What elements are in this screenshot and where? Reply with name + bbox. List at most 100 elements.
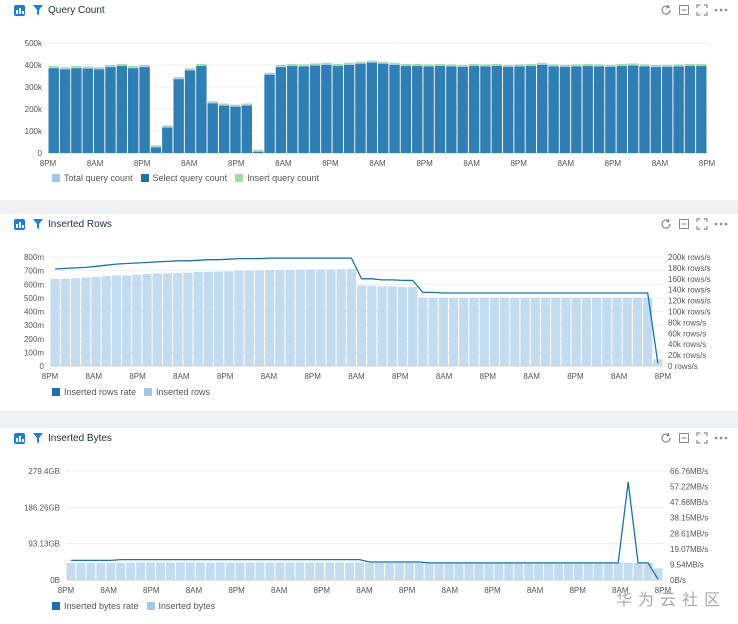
y-tick-label: 279.4GB (28, 467, 60, 476)
inserted-rows-bar (602, 297, 612, 366)
y2-tick-label: 19.07MB/s (670, 545, 708, 554)
panel-header: Inserted Bytes (0, 428, 738, 450)
inserted-rows-bar (213, 271, 224, 366)
filter-icon[interactable] (32, 432, 44, 444)
legend: Inserted bytes rate Inserted bytes (52, 601, 223, 611)
legend-item[interactable]: Total query count (52, 173, 133, 183)
select-bar (673, 66, 684, 153)
select-bar (480, 66, 491, 153)
insert-bar (48, 66, 59, 68)
more-icon[interactable] (714, 218, 728, 230)
insert-bar (241, 103, 253, 105)
inserted-bytes-bar (325, 562, 335, 580)
insert-bar (423, 64, 434, 66)
insert-bar (434, 63, 446, 65)
filter-icon[interactable] (32, 4, 44, 16)
inserted-rows-bar (397, 286, 408, 366)
x-tick-label: 8AM (261, 372, 278, 381)
inserted-rows-bar (122, 275, 132, 366)
select-bar (468, 66, 480, 153)
inserted-bytes-bar (166, 562, 175, 580)
legend-label: Inserted bytes rate (64, 601, 139, 611)
insert-bar (275, 65, 287, 67)
legend-item[interactable]: Inserted bytes rate (52, 601, 139, 611)
panel-header: Query Count (0, 0, 738, 22)
filter-icon[interactable] (32, 218, 44, 230)
select-bar (514, 66, 525, 153)
select-bar (298, 66, 309, 153)
insert-bar (491, 63, 502, 65)
inserted-bytes-bar (474, 562, 484, 580)
inserted-bytes-bar (643, 562, 653, 580)
inserted-rows-bar (326, 269, 336, 366)
legend-item[interactable]: Inserted rows (144, 387, 210, 397)
x-tick-label: 8AM (356, 586, 373, 595)
x-tick-label: 8AM (442, 586, 459, 595)
x-tick-label: 8AM (181, 159, 198, 168)
fullscreen-icon[interactable] (696, 218, 708, 230)
more-icon[interactable] (714, 4, 728, 16)
select-bar (605, 66, 616, 153)
fullscreen-icon[interactable] (696, 432, 708, 444)
chart-icon[interactable] (14, 219, 25, 230)
legend-item[interactable]: Inserted rows rate (52, 387, 136, 397)
refresh-icon[interactable] (660, 218, 672, 230)
chart-icon[interactable] (14, 433, 25, 444)
insert-bar (480, 64, 491, 66)
minimize-icon[interactable] (678, 4, 690, 16)
x-tick-label: 8PM (480, 372, 497, 381)
x-tick-label: 8PM (143, 586, 160, 595)
y2-tick-label: 60k rows/s (668, 329, 706, 338)
legend-swatch (235, 174, 244, 182)
minimize-icon[interactable] (678, 432, 690, 444)
inserted-rows-bar (612, 297, 622, 366)
y-tick-label: 400k (25, 61, 43, 70)
panel-tools (660, 4, 728, 16)
insert-bar (355, 61, 366, 63)
insert-bar (150, 145, 162, 147)
insert-bar (627, 63, 639, 65)
legend: Inserted rows rate Inserted rows (52, 387, 218, 397)
watermark: 华为云社区 (615, 592, 726, 609)
x-tick-label: 8PM (58, 586, 75, 595)
inserted-bytes-bar (66, 562, 76, 580)
insert-bar (184, 68, 196, 70)
insert-bar (548, 64, 559, 66)
fullscreen-icon[interactable] (696, 4, 708, 16)
x-tick-label: 8PM (314, 586, 331, 595)
select-bar (71, 68, 82, 153)
inserted-bytes-bar (404, 562, 414, 580)
x-tick-label: 8AM (611, 372, 628, 381)
select-bar (559, 66, 571, 153)
inserted-rows-bar (418, 297, 428, 366)
select-bar (162, 127, 173, 153)
select-bar (593, 66, 605, 153)
y-tick-label: 300k (25, 83, 43, 92)
legend-item[interactable]: Inserted bytes (146, 601, 215, 611)
legend-label: Select query count (152, 173, 228, 183)
chart-icon[interactable] (14, 5, 25, 16)
inserted-rows-bar (448, 297, 459, 366)
panel-tools (660, 432, 728, 444)
select-bar (627, 65, 639, 153)
select-bar (639, 66, 650, 153)
insert-bar (162, 125, 173, 127)
inserted-rows-bar (60, 278, 70, 366)
legend-item[interactable]: Select query count (140, 173, 228, 183)
refresh-icon[interactable] (660, 432, 672, 444)
inserted-rows-bar (142, 274, 152, 366)
insert-bar (139, 65, 150, 67)
minimize-icon[interactable] (678, 218, 690, 230)
legend-item[interactable]: Insert query count (235, 173, 319, 183)
more-icon[interactable] (714, 432, 728, 444)
panel-inserted-bytes: Inserted Bytes 279.4GB 186.26GB 93.13GB 0B 6… (0, 428, 738, 624)
y-tick-label: 200k (25, 105, 43, 114)
select-bar (48, 68, 59, 153)
insert-bar (696, 63, 707, 65)
select-bar (59, 69, 71, 153)
select-bar (128, 68, 139, 153)
select-bar (491, 66, 502, 153)
legend-label: Total query count (64, 173, 133, 183)
legend-label: Inserted rows (156, 387, 211, 397)
refresh-icon[interactable] (660, 4, 672, 16)
